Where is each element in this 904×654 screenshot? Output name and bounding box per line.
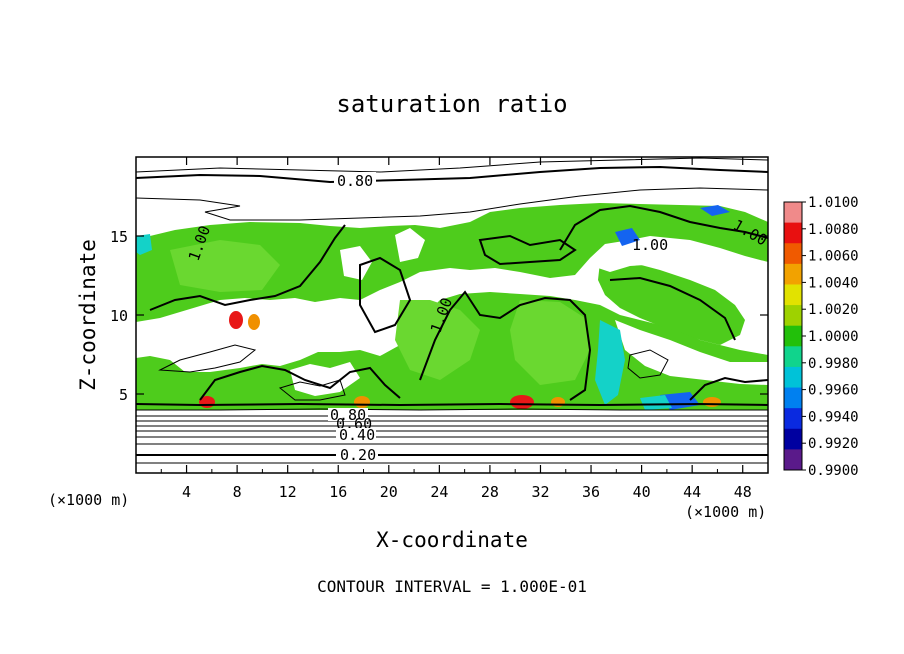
white-gap	[340, 246, 372, 280]
y-tick-label: 15	[110, 228, 128, 246]
contour-label: 0.80	[330, 406, 366, 424]
x-tick-label: 44	[683, 483, 701, 501]
x-axis: 4 8 12 16 20 24 28 32 36 40 44 48	[160, 157, 752, 501]
contour-line	[559, 204, 768, 251]
colorbar-swatch	[784, 366, 802, 389]
contour-line	[149, 224, 346, 311]
plot-area	[136, 157, 768, 473]
colorbar-swatch	[784, 346, 802, 368]
contour-line	[627, 349, 669, 379]
x-tick-label: 12	[279, 483, 297, 501]
y-axis-label: Z-coordinate	[76, 239, 100, 391]
colorbar-swatch	[784, 263, 802, 285]
colorbar-label: 1.0100	[808, 195, 859, 211]
white-gap	[596, 236, 768, 272]
contour-label: 0.40	[339, 426, 375, 444]
white-gap	[615, 320, 768, 385]
contour-lines	[136, 157, 768, 464]
y-axis-unit: (×1000 m)	[685, 503, 766, 521]
colorbar-label: 1.0000	[808, 329, 859, 345]
contour-label: 0.80	[337, 172, 373, 190]
colorbar-label: 1.0060	[808, 249, 859, 265]
x-tick-label: 8	[233, 483, 242, 501]
light-green-patch	[510, 300, 590, 385]
contour-line	[136, 402, 768, 407]
contour-line	[609, 276, 736, 341]
contour-line	[359, 256, 412, 334]
colorbar-swatch	[784, 325, 802, 347]
blue-edge	[615, 228, 640, 246]
contour-line	[199, 364, 401, 401]
contour-line	[136, 187, 768, 221]
contour-label: 1.00	[632, 236, 668, 254]
white-gap	[136, 315, 278, 368]
x-tick-label: 48	[734, 483, 752, 501]
colorbar-label: 1.0080	[808, 222, 859, 238]
contour-interval-note: CONTOUR INTERVAL = 1.000E-01	[317, 577, 587, 596]
colorbar-swatch	[784, 449, 802, 471]
light-green-patch	[395, 300, 480, 380]
colorbar-label: 1.0040	[808, 275, 859, 291]
y-axis: 5 10 15	[110, 228, 768, 404]
colorbar-swatch	[784, 222, 802, 244]
colorbar-label: 0.9940	[808, 409, 859, 425]
colorbar-label: 1.0020	[808, 302, 859, 318]
x-tick-label: 16	[329, 483, 347, 501]
red-hotspot	[510, 395, 534, 409]
contour-line	[419, 290, 592, 401]
chart-title: saturation ratio	[336, 90, 567, 118]
x-tick-label: 36	[582, 483, 600, 501]
colorbar: 1.0100 1.0080 1.0060 1.0040 1.0020 1.0000 0.99…	[783, 195, 859, 479]
x-tick-label: 40	[633, 483, 651, 501]
saturation-field	[136, 203, 768, 410]
colorbar-swatch	[784, 428, 802, 450]
cyan-edge	[640, 395, 672, 410]
x-axis-unit: (×1000 m)	[48, 491, 129, 509]
contour-line	[136, 408, 768, 411]
green-region-right	[598, 262, 745, 345]
colorbar-label: 0.9980	[808, 356, 859, 372]
red-hotspot	[229, 311, 243, 329]
colorbar-swatch	[784, 243, 802, 265]
blue-edge	[700, 205, 730, 216]
cyan-edge	[595, 320, 625, 405]
y-tick-label: 5	[119, 386, 128, 404]
colorbar-swatch	[784, 284, 802, 306]
x-tick-label: 28	[481, 483, 499, 501]
x-tick-label: 32	[531, 483, 549, 501]
colorbar-label: 0.9960	[808, 383, 859, 399]
y-tick-label: 10	[110, 307, 128, 325]
colorbar-swatch	[784, 408, 802, 430]
contour-line	[158, 344, 257, 373]
red-hotspot	[703, 397, 721, 407]
x-tick-label: 24	[430, 483, 448, 501]
colorbar-label: 0.9920	[808, 436, 859, 452]
contour-line	[136, 157, 768, 173]
colorbar-swatch	[784, 387, 802, 409]
contour-label: 0.20	[340, 446, 376, 464]
x-tick-label: 20	[380, 483, 398, 501]
colorbar-label: 0.9900	[808, 463, 859, 479]
red-hotspot	[248, 314, 260, 330]
white-gap	[395, 228, 425, 262]
colorbar-swatch	[784, 202, 802, 224]
contour-line	[278, 379, 346, 401]
contour-line	[689, 376, 768, 401]
colorbar-swatch	[784, 305, 802, 327]
x-tick-label: 4	[182, 483, 191, 501]
light-green-patch	[170, 240, 280, 292]
contour-line	[478, 234, 577, 266]
x-axis-label: X-coordinate	[376, 528, 528, 552]
green-region-upper-left	[136, 203, 768, 322]
contour-line	[136, 165, 768, 184]
cyan-edge	[136, 234, 152, 255]
